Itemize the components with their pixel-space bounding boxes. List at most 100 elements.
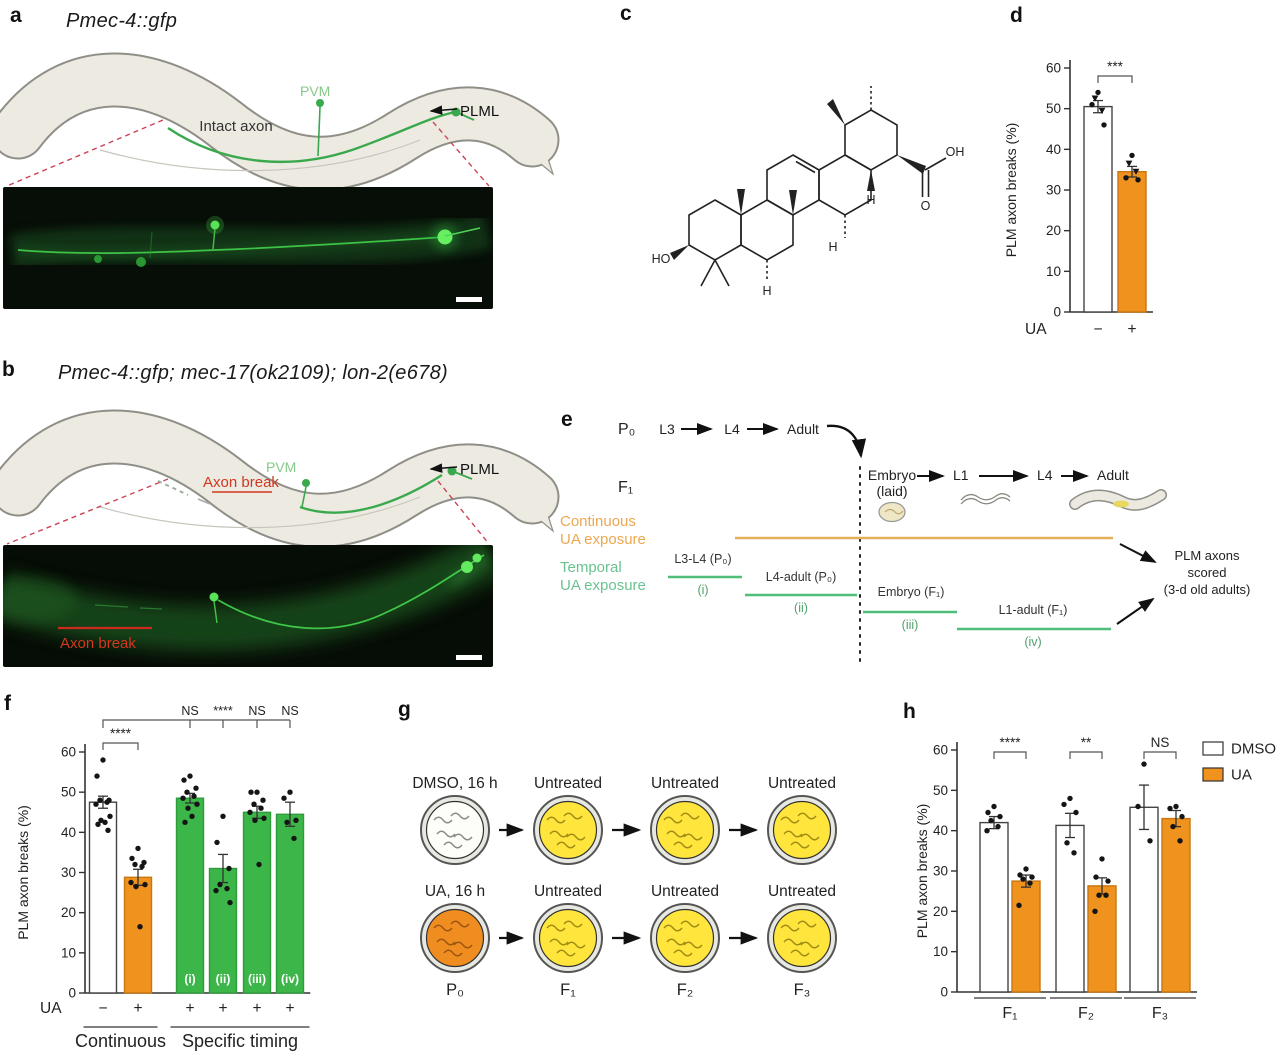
generation-label: F₂ — [677, 981, 693, 999]
bar-d-1 — [1117, 170, 1147, 313]
data-point — [1129, 152, 1135, 159]
data-point — [129, 855, 135, 862]
chart-text: 0 — [68, 986, 76, 1001]
dish-1-3 — [772, 908, 832, 968]
chart-text: + — [218, 1000, 227, 1017]
atom-labels: HO OH O H H H — [652, 145, 965, 298]
data-point — [185, 805, 191, 811]
worm-squiggle — [453, 941, 473, 949]
data-point — [1101, 122, 1107, 128]
data-point — [217, 881, 223, 888]
panel-b-letter: b — [2, 358, 15, 381]
data-point — [100, 757, 106, 763]
data-point — [1147, 838, 1153, 844]
chart-text: 20 — [933, 904, 948, 919]
temporal-segments: L3-L4 (P₀) (i) L4-adult (P₀) (ii) Embryo… — [668, 552, 1111, 649]
axon-line — [299, 473, 443, 514]
data-point — [1023, 866, 1029, 872]
panel-b-title: Pmec-4::gfp; mec-17(ok2109); lon-2(e678) — [58, 362, 448, 384]
data-point — [1141, 761, 1147, 767]
plml-tail-fluor — [444, 227, 481, 237]
data-point — [247, 809, 253, 815]
worm-squiggle — [563, 812, 583, 820]
chart-text: 50 — [933, 783, 948, 798]
worm-squiggle — [780, 924, 800, 932]
worm-squiggle — [450, 920, 470, 928]
plate-label: DMSO, 16 h — [412, 775, 497, 792]
data-point — [991, 803, 997, 810]
data-point — [1179, 813, 1185, 820]
data-point — [105, 827, 111, 833]
continuous-label-1: Continuous — [560, 513, 636, 530]
ring-b — [740, 199, 794, 261]
axon-stub — [157, 480, 189, 496]
f1-label: F₁ — [618, 479, 633, 496]
data-point — [1103, 892, 1109, 898]
plate-label: UA, 16 h — [425, 883, 485, 900]
worm-squiggle — [546, 816, 566, 824]
plml-soma-fluor — [461, 561, 473, 573]
methyl-wedge-3 — [827, 99, 845, 125]
micrograph-b: Axon break — [3, 545, 493, 667]
chart-f-svg: 0 10 20 30 40 50 60 PLM axon breaks (%) (i) (ii) (… — [15, 704, 311, 1051]
chart-text: Continuous — [75, 1031, 166, 1051]
data-point — [94, 773, 100, 779]
plate-label: Untreated — [768, 775, 836, 792]
data-point — [213, 887, 219, 894]
data-point — [1167, 805, 1173, 812]
worm-squiggle — [783, 830, 803, 838]
ring-d — [818, 154, 872, 216]
worm-squiggle — [549, 938, 569, 946]
data-point — [1073, 809, 1079, 816]
data-point — [180, 795, 186, 801]
bar-h-1 — [1011, 880, 1041, 993]
oh-label: OH — [946, 145, 965, 159]
bar-h-4 — [1129, 806, 1159, 993]
chart-text: 60 — [933, 743, 948, 758]
pvm-soma — [316, 99, 324, 107]
commissure — [149, 231, 153, 259]
worm-squiggle — [797, 812, 817, 820]
dim-soma-1 — [94, 255, 102, 263]
plml-label: PLML — [460, 103, 499, 120]
worm-squiggle — [436, 830, 456, 838]
data-point — [102, 819, 108, 825]
chart-text: 0 — [1053, 305, 1061, 320]
data-point — [997, 813, 1003, 820]
data-point — [224, 885, 230, 892]
chart-text: 10 — [933, 944, 948, 959]
worm-diagram: PVM Intact axon PLML — [0, 52, 560, 191]
worm-squiggle — [790, 949, 810, 957]
data-point — [189, 813, 195, 819]
molecule-ursolic-acid: HO OH O H H H — [652, 86, 965, 298]
scale-bar — [456, 655, 482, 660]
chart-text: DMSO — [1231, 741, 1276, 758]
panel-h-letter: h — [903, 700, 916, 723]
data-point — [256, 861, 262, 868]
chart-text: 40 — [933, 823, 948, 838]
data-point — [258, 805, 264, 811]
micrograph-a — [3, 187, 493, 309]
scale-bar — [456, 297, 482, 302]
worm-squiggle — [663, 924, 683, 932]
continuous-exposure: Continuous UA exposure — [560, 513, 1113, 548]
worm-squiggle — [436, 938, 456, 946]
worm-squiggle — [797, 920, 817, 928]
data-point — [1123, 175, 1129, 181]
h-label-3: H — [866, 193, 875, 207]
segment-ii-label: L4-adult (P₀) — [766, 570, 837, 584]
y-axis-label: PLM axon breaks (%) — [915, 804, 930, 939]
plate-label: Untreated — [534, 775, 602, 792]
worm-squiggle — [563, 920, 583, 928]
axon-remnant-1 — [94, 604, 129, 608]
bar-f-5 — [275, 813, 305, 994]
legend-swatch-DMSO — [1202, 741, 1224, 756]
worm-squiggle — [556, 841, 576, 849]
chart-text: (i) — [184, 972, 195, 986]
legend-swatch-UA — [1202, 767, 1224, 782]
stage-laid: (laid) — [876, 483, 907, 499]
data-point — [1173, 803, 1179, 810]
worm-squiggle — [666, 830, 686, 838]
chart-d-svg: 0 10 20 30 40 50 60 PLM axon breaks (%) *** UA − + — [1003, 59, 1153, 338]
